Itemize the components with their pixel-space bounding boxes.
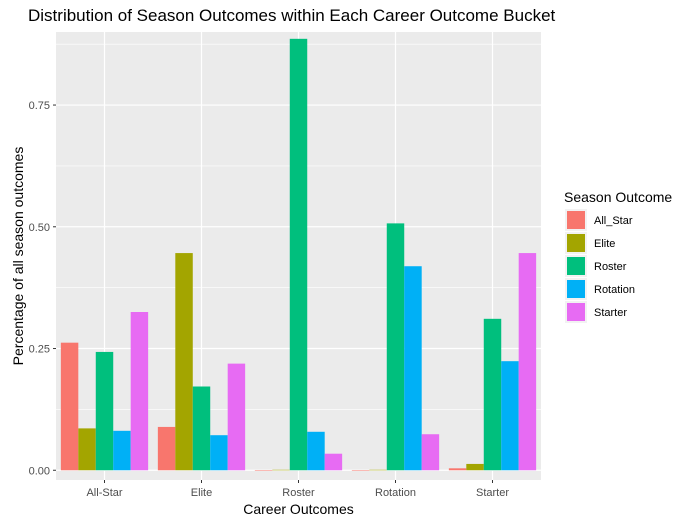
bar-rotation-roster bbox=[307, 431, 325, 471]
bar-starter-elite bbox=[227, 363, 246, 471]
bar-rotation-rotation bbox=[404, 266, 422, 471]
legend: Season Outcome All_Star Elite Roster Rotati… bbox=[564, 189, 672, 323]
legend-swatch-starter bbox=[567, 303, 585, 321]
x-tick-label: Elite bbox=[191, 487, 212, 499]
bars bbox=[60, 38, 537, 471]
x-tick-label: All-Star bbox=[86, 487, 122, 499]
bar-starter-rotation bbox=[421, 434, 440, 471]
axes: 0.00 0.25 0.50 0.75 All-Star Elite Roster Rotat… bbox=[29, 100, 510, 499]
bar-all-star-starter bbox=[448, 468, 467, 471]
bar-all-star-rotation bbox=[351, 470, 370, 471]
bar-roster-starter bbox=[483, 318, 502, 471]
chart-title: Distribution of Season Outcomes within E… bbox=[28, 6, 556, 25]
legend-label: Starter bbox=[594, 307, 627, 319]
bar-rotation-allstar bbox=[113, 430, 131, 471]
x-tick-label: Starter bbox=[476, 487, 509, 499]
bar-elite-rotation bbox=[369, 469, 387, 471]
legend-title: Season Outcome bbox=[564, 189, 672, 205]
legend-swatch-roster bbox=[567, 257, 585, 275]
bar-all-star-roster bbox=[254, 470, 273, 471]
y-tick-label: 0.00 bbox=[29, 465, 50, 477]
bar-elite-elite bbox=[175, 253, 193, 471]
bar-roster-allstar bbox=[95, 351, 114, 471]
bar-starter-allstar bbox=[130, 312, 149, 471]
x-tick-label: Roster bbox=[282, 487, 315, 499]
legend-label: Elite bbox=[594, 238, 615, 250]
bar-all-star-elite bbox=[157, 426, 176, 471]
y-tick-label: 0.75 bbox=[29, 100, 50, 112]
y-axis-title: Percentage of all season outcomes bbox=[10, 147, 26, 366]
y-tick-label: 0.25 bbox=[29, 344, 50, 356]
legend-swatch-all-star bbox=[567, 211, 585, 229]
bar-rotation-elite bbox=[210, 435, 228, 471]
bar-starter-starter bbox=[518, 253, 537, 471]
legend-swatch-rotation bbox=[567, 280, 585, 298]
bar-elite-starter bbox=[466, 463, 484, 471]
legend-label: Rotation bbox=[594, 284, 635, 296]
bar-roster-elite bbox=[192, 386, 211, 471]
bar-elite-allstar bbox=[78, 428, 96, 471]
bar-roster-rotation bbox=[386, 223, 405, 471]
legend-label: Roster bbox=[594, 261, 627, 273]
bar-starter-roster bbox=[324, 453, 343, 471]
x-tick-label: Rotation bbox=[375, 487, 416, 499]
bar-all-star-allstar bbox=[60, 342, 79, 471]
x-axis-title: Career Outcomes bbox=[243, 501, 353, 517]
bar-roster-roster bbox=[289, 38, 308, 471]
bar-rotation-starter bbox=[501, 361, 519, 471]
legend-label: All_Star bbox=[594, 215, 633, 227]
y-tick-label: 0.50 bbox=[29, 222, 50, 234]
legend-swatch-elite bbox=[567, 234, 585, 252]
bar-elite-roster bbox=[272, 469, 290, 471]
